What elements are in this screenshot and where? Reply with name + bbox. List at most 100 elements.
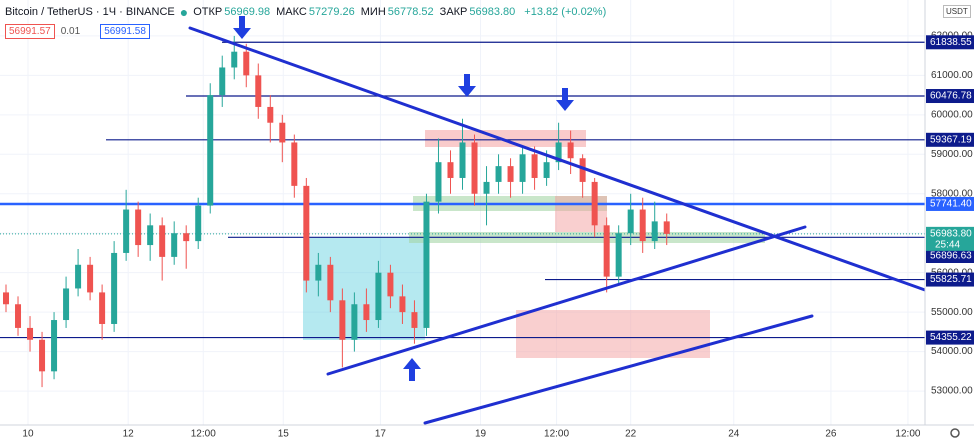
candle-body: [3, 292, 10, 305]
y-tick-label: 53000.00: [931, 386, 973, 397]
settings-icon[interactable]: [950, 428, 960, 438]
candle-body: [255, 75, 262, 107]
ohlc-value: 56983.80: [469, 6, 516, 18]
currency[interactable]: USDT: [943, 5, 971, 18]
arrow-down: [556, 88, 574, 111]
status-dot: ●: [179, 4, 189, 20]
price-axis: [925, 0, 974, 441]
current-price-bg: [926, 226, 974, 251]
ohlc-label: ЗАКР: [439, 6, 468, 18]
x-tick-label: 26: [825, 429, 837, 440]
candle-body: [399, 296, 406, 313]
candle-body: [423, 201, 430, 328]
resistance-box: [425, 130, 586, 147]
candle-body: [471, 142, 478, 194]
candle-body: [663, 221, 670, 234]
y-tick-label: 55000.00: [931, 307, 973, 318]
candle-body: [543, 162, 550, 178]
ohlc-label: МАКС: [276, 6, 307, 18]
candle-body: [615, 233, 622, 277]
price-label-bg: [926, 89, 974, 104]
x-tick-label: 15: [278, 429, 290, 440]
candle-body: [447, 162, 454, 178]
bid[interactable]: 56991.57: [5, 24, 55, 39]
candle-body: [195, 205, 202, 242]
candle-body: [327, 264, 334, 301]
price-label-bg: [926, 35, 974, 50]
candle-body: [207, 95, 214, 206]
price-label: 56896.63: [930, 251, 972, 262]
ohlc-value: 57279.26: [308, 6, 355, 18]
candle-body: [435, 162, 442, 202]
y-tick-label: 60000.00: [931, 109, 973, 120]
candle-body: [99, 292, 106, 324]
ohlc-value: 56969.98: [224, 6, 271, 18]
candle-body: [87, 264, 94, 293]
ask[interactable]: 56991.58: [100, 24, 150, 39]
x-tick-label: 24: [728, 429, 740, 440]
candle-body: [171, 233, 178, 257]
change: +13.82 (+0.02%): [524, 6, 607, 18]
y-tick-label: 54000.00: [931, 346, 973, 357]
quotes: 56991.57 0.01 56991.58: [5, 24, 150, 39]
candle-body: [339, 300, 346, 340]
candle-body: [27, 327, 34, 340]
price-label-bg: [926, 132, 974, 147]
trendline: [423, 314, 814, 425]
symbol: Bitcoin / TetherUS · 1Ч · BINANCE: [5, 6, 175, 18]
current-price-timer: 25:44: [935, 239, 960, 250]
x-tick-label: 10: [22, 429, 34, 440]
ohlc-label: МИН: [360, 6, 386, 18]
candle-body: [267, 106, 274, 123]
x-tick-label: 12:00: [544, 429, 569, 440]
candle-body: [15, 304, 22, 328]
candle-body: [75, 264, 82, 289]
x-tick-label: 12:00: [895, 429, 920, 440]
candle-body: [39, 339, 46, 372]
y-tick-label: 61000.00: [931, 70, 973, 81]
price-label: 57741.40: [930, 199, 972, 210]
range-box: [303, 237, 425, 340]
header: Bitcoin / TetherUS · 1Ч · BINANCE ● ОТКР…: [5, 4, 610, 20]
candle-body: [351, 304, 358, 340]
price-label: 55825.71: [930, 274, 972, 285]
x-tick-label: 12:00: [191, 429, 216, 440]
levels: [0, 41, 925, 339]
candle-body: [111, 252, 118, 324]
candle-body: [159, 225, 166, 257]
candle-body: [231, 51, 238, 68]
candle-body: [375, 272, 382, 321]
candle-body: [183, 233, 190, 242]
price-label-bg: [926, 249, 974, 263]
y-tick-label: 58000.00: [931, 188, 973, 199]
candle-body: [243, 51, 250, 76]
ohlc: ОТКР 56969.98 МАКС 57279.26 МИН 56778.52 ЗАКР 5…: [193, 6, 519, 18]
price-label-bg: [926, 330, 974, 345]
candles: [3, 35, 670, 388]
candle-body: [147, 225, 154, 246]
candle-body: [495, 166, 502, 182]
candle-body: [591, 181, 598, 226]
current-price-label: 56983.80: [930, 228, 972, 239]
candle-body: [303, 185, 310, 281]
candle-body: [411, 312, 418, 328]
axes: 53000.0054000.0055000.0056000.0057000.00…: [22, 31, 974, 440]
price-label: 60476.78: [930, 91, 972, 102]
candle-body: [519, 154, 526, 182]
candle-body: [219, 67, 226, 96]
target-box: [516, 310, 710, 358]
ohlc-label: ОТКР: [193, 6, 223, 18]
price-label: 59367.19: [930, 134, 972, 145]
candle-body: [603, 225, 610, 277]
candle-body: [279, 122, 286, 143]
candle-body: [51, 320, 58, 372]
candle-body: [315, 264, 322, 281]
candle-body: [363, 304, 370, 321]
trendline: [188, 26, 927, 292]
y-tick-label: 59000.00: [931, 149, 973, 160]
trendlines: [188, 26, 927, 425]
candle-body: [123, 209, 130, 253]
candle-body: [555, 142, 562, 163]
